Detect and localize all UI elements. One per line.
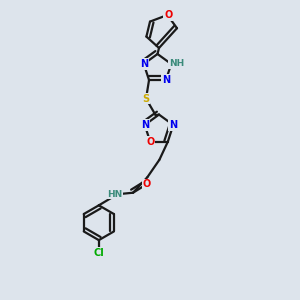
Text: HN: HN xyxy=(107,190,122,199)
Text: O: O xyxy=(143,179,151,189)
Text: N: N xyxy=(141,120,149,130)
Text: O: O xyxy=(146,137,154,147)
Text: S: S xyxy=(142,94,150,103)
Text: N: N xyxy=(162,75,170,85)
Text: N: N xyxy=(169,120,177,130)
Text: O: O xyxy=(164,10,172,20)
Text: NH: NH xyxy=(169,59,184,68)
Text: Cl: Cl xyxy=(93,248,104,258)
Text: N: N xyxy=(140,59,148,69)
